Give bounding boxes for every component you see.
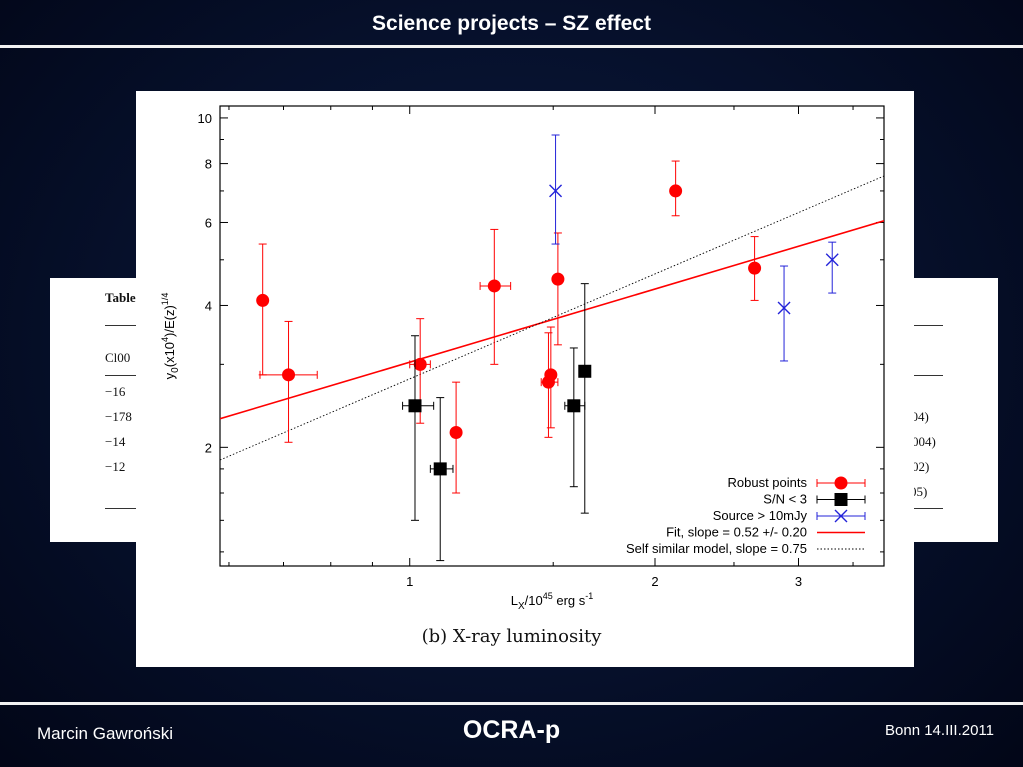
point-marker <box>487 279 501 293</box>
data-point <box>825 241 839 294</box>
x-tick-label: 1 <box>406 574 413 589</box>
legend-marker <box>834 476 848 490</box>
point-marker <box>282 368 296 382</box>
figure-caption: (b) X-ray luminosity <box>421 626 602 647</box>
figure-card: 1 2 3 2 4 6 8 10 y0(x104)/E(z)1/4 LX/1045 erg s… <box>136 91 914 667</box>
slide-title: Science projects – SZ effect <box>372 12 651 35</box>
scatter-chart: 1 2 3 2 4 6 8 10 y0(x104)/E(z)1/4 LX/1045 erg s… <box>160 105 885 612</box>
data-point <box>777 265 791 362</box>
legend-entry: Fit, slope = 0.52 +/- 0.20 <box>666 525 865 540</box>
fit-line <box>220 220 884 420</box>
x-axis-label: LX/1045 erg s-1 <box>511 591 594 612</box>
data-point <box>259 320 318 443</box>
y-tick-label: 4 <box>205 298 212 313</box>
x-tick-label: 3 <box>795 574 802 589</box>
legend-label: Source > 10mJy <box>713 508 808 523</box>
y-tick-label: 8 <box>205 157 212 172</box>
data-point <box>551 232 565 346</box>
point-marker <box>449 426 463 440</box>
data-point <box>748 236 762 301</box>
table-rule <box>903 508 943 509</box>
table-cell: 02) <box>912 459 930 474</box>
point-marker <box>578 364 592 378</box>
y-axis-label: y0(x104)/E(z)1/4 <box>160 293 181 380</box>
footer-date: Bonn 14.III.2011 <box>885 722 994 739</box>
legend-label: S/N < 3 <box>763 492 807 507</box>
y-tick-label: 6 <box>205 215 212 230</box>
table-cell: 004) <box>912 434 936 449</box>
point-marker <box>669 184 683 198</box>
table-cell: −12 <box>105 459 126 474</box>
legend-label: Self similar model, slope = 0.75 <box>626 541 807 556</box>
table-header-cell: Cl00 <box>105 350 131 365</box>
point-marker <box>549 184 563 198</box>
data-point <box>549 134 563 245</box>
bottom-rule <box>0 702 1023 705</box>
table-rule <box>903 375 943 376</box>
plot-frame <box>219 105 885 567</box>
table-cell: −178 <box>105 409 132 424</box>
data-point <box>402 335 435 521</box>
data-point <box>564 347 586 488</box>
point-marker <box>825 253 839 267</box>
data-point <box>449 381 463 494</box>
table-cell: −14 <box>105 434 126 449</box>
data-point <box>256 243 270 376</box>
top-rule <box>0 45 1023 48</box>
table-rule <box>105 375 145 376</box>
point-marker <box>567 399 581 413</box>
legend-label: Robust points <box>728 475 808 490</box>
legend-entry: Robust points <box>728 475 866 490</box>
y-tick-label: 2 <box>205 440 212 455</box>
point-marker <box>777 301 791 315</box>
table-rule <box>903 325 943 326</box>
data-point <box>429 397 454 562</box>
legend-marker <box>834 493 848 506</box>
point-marker <box>408 399 422 413</box>
legend-marker <box>834 509 848 523</box>
point-marker <box>256 293 270 307</box>
point-marker <box>748 261 762 275</box>
point-marker <box>551 272 565 286</box>
footer-author: Marcin Gawroński <box>37 724 174 743</box>
legend-entry: S/N < 3 <box>763 492 866 507</box>
legend-label: Fit, slope = 0.52 +/- 0.20 <box>666 525 807 540</box>
data-point <box>540 332 559 438</box>
model-line <box>220 175 884 461</box>
table-cell: 05) <box>910 484 928 499</box>
x-tick-label: 2 <box>651 574 658 589</box>
legend-entry: Source > 10mJy <box>713 508 866 523</box>
point-marker <box>413 357 427 371</box>
footer-project: OCRA-p <box>462 716 561 744</box>
data-point <box>544 326 558 429</box>
legend-entry: Self similar model, slope = 0.75 <box>626 541 865 556</box>
y-tick-label: 10 <box>198 111 212 126</box>
table-rule <box>105 325 145 326</box>
data-point <box>578 283 592 514</box>
point-marker <box>544 368 558 382</box>
table-caption: Table <box>105 290 136 305</box>
data-point <box>479 228 512 365</box>
table-rule <box>105 508 145 509</box>
table-cell: −16 <box>105 384 126 399</box>
data-point <box>669 160 683 217</box>
point-marker <box>433 462 447 476</box>
